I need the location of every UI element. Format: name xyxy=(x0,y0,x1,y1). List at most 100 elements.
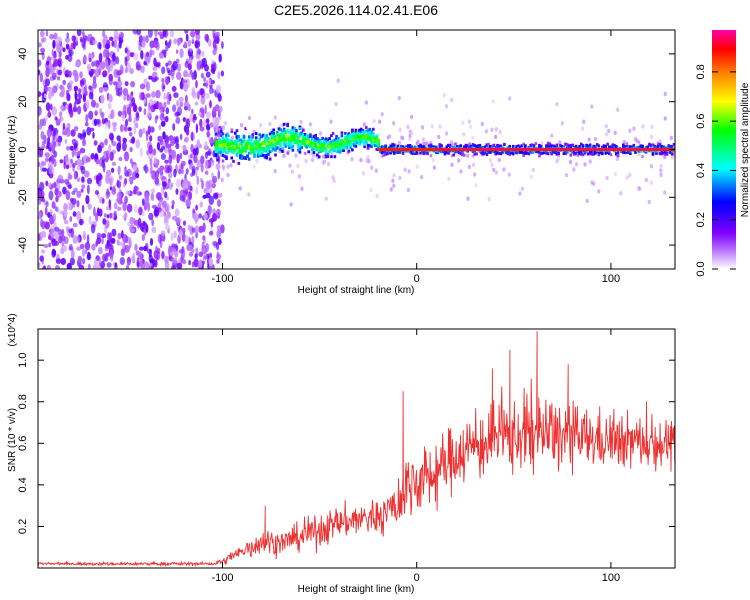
spectrogram-cell xyxy=(553,151,557,155)
spectrogram-cell xyxy=(494,170,498,175)
spectrogram-cell xyxy=(351,129,354,133)
spectrogram-cell xyxy=(205,71,211,78)
spectrogram-cell xyxy=(369,187,373,193)
spectrogram-cell xyxy=(227,143,230,147)
spectrogram-cell xyxy=(582,119,586,124)
spectrogram-cell xyxy=(112,122,118,127)
spectrogram-cell xyxy=(497,144,501,148)
spectrogram-cell xyxy=(251,135,254,139)
spectrogram-cell xyxy=(73,142,78,149)
spectrogram-cell xyxy=(242,146,246,150)
spectrogram-cell xyxy=(227,139,230,143)
spectrogram-cell xyxy=(230,140,234,144)
spectrogram-cell xyxy=(51,144,56,154)
spectrogram-cell xyxy=(494,134,498,140)
spectrogram-cell xyxy=(110,254,114,262)
spectrogram-cell xyxy=(195,247,199,253)
spectrogram-cell xyxy=(171,204,174,210)
spectrogram-cell xyxy=(179,133,183,140)
spectrogram-cell xyxy=(210,63,215,70)
spectrogram-cell xyxy=(83,54,87,64)
spectrogram-cell xyxy=(68,184,73,189)
spectrogram-cell xyxy=(160,153,166,161)
snr-x-tick-label: 100 xyxy=(602,572,620,584)
spectrogram-cell xyxy=(209,122,214,128)
spectrogram-cell xyxy=(38,161,41,167)
spectrogram-y-tick-label: -20 xyxy=(17,189,29,205)
spectrogram-cell xyxy=(106,214,110,219)
spectrogram-cell xyxy=(71,190,76,196)
spectrogram-cell xyxy=(634,150,637,153)
spectrogram-cell xyxy=(138,106,142,112)
snr-frame xyxy=(37,328,676,569)
spectrogram-cell xyxy=(298,127,302,131)
spectrogram-cell xyxy=(116,191,122,199)
spectrogram-cell xyxy=(564,173,569,178)
spectrogram-cell xyxy=(200,88,206,99)
spectrogram-cell xyxy=(604,151,608,155)
spectrogram-cell xyxy=(319,140,323,144)
spectrogram-cell xyxy=(187,39,192,47)
spectrogram-cell xyxy=(200,155,205,165)
spectrogram-cell xyxy=(461,120,465,126)
spectrogram-cell xyxy=(214,122,217,128)
spectrogram-cell xyxy=(520,186,524,191)
spectrogram-cell xyxy=(41,161,47,166)
spectrogram-cell xyxy=(149,158,153,167)
spectrogram-cell xyxy=(352,137,356,141)
spectrogram-cell xyxy=(656,142,660,146)
spectrogram-cell xyxy=(557,154,560,157)
spectrogram-cell xyxy=(517,150,520,154)
spectrogram-cell xyxy=(218,148,221,152)
spectrogram-cell xyxy=(653,149,656,153)
spectrogram-cell xyxy=(452,153,455,157)
spectrogram-cell xyxy=(209,230,214,236)
spectrogram-cell xyxy=(499,152,503,156)
spectrogram-cell xyxy=(143,108,147,116)
spectrogram-cell xyxy=(220,224,225,234)
spectrogram-cell xyxy=(272,140,275,143)
spectrogram-cell xyxy=(503,142,506,146)
spectrogram-cell xyxy=(282,135,286,139)
spectrogram-cell xyxy=(328,149,331,153)
spectrogram-cell xyxy=(62,122,66,131)
spectrogram-cell xyxy=(218,105,223,113)
snr-x-label: Height of straight line (km) xyxy=(298,584,415,595)
spectrogram-cell xyxy=(520,150,524,154)
spectrogram-cell xyxy=(82,129,86,139)
spectrogram-cell xyxy=(136,257,140,267)
spectrogram-cell xyxy=(288,163,292,168)
spectrogram-cell xyxy=(622,155,625,159)
spectrogram-cell xyxy=(220,177,224,183)
spectrogram-cell xyxy=(419,144,422,148)
spectrogram-cell xyxy=(330,146,333,150)
spectrogram-cell xyxy=(254,143,258,147)
spectrogram-cell xyxy=(305,135,309,139)
spectrogram-cell xyxy=(401,145,405,149)
spectrogram-cell xyxy=(616,151,620,155)
spectrogram-cell xyxy=(76,200,80,208)
spectrogram-cell xyxy=(116,79,123,89)
spectrogram-cell xyxy=(485,152,489,156)
spectrogram-cell xyxy=(338,140,342,144)
spectrogram-cell xyxy=(111,228,117,237)
spectrogram-cell xyxy=(110,237,116,244)
spectrogram-cell xyxy=(239,148,242,152)
spectrogram-cell xyxy=(67,202,72,211)
spectrogram-cell xyxy=(159,165,165,171)
spectrogram-cell xyxy=(440,144,443,148)
spectrogram-cell xyxy=(174,111,180,117)
spectrogram-cell xyxy=(176,63,182,72)
spectrogram-cell xyxy=(247,137,251,141)
spectrogram-cell xyxy=(93,140,98,146)
spectrogram-cell xyxy=(227,140,230,144)
spectrogram-cell xyxy=(133,203,138,214)
spectrogram-cell xyxy=(670,149,674,153)
spectrogram-cell xyxy=(107,102,112,110)
chart-title: C2E5.2026.114.02.41.E06 xyxy=(274,2,438,18)
spectrogram-cell xyxy=(331,175,335,180)
spectrogram-cell xyxy=(168,93,172,102)
spectrogram-cell xyxy=(487,150,490,154)
spectrogram-cell xyxy=(199,118,203,128)
spectrogram-cell xyxy=(366,146,370,150)
